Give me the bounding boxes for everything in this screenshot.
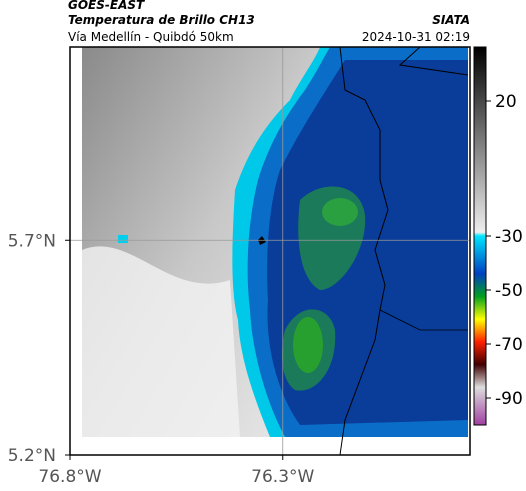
timestamp: 2024-10-31 02:19	[362, 30, 470, 44]
subtitle: Temperatura de Brillo CH13	[68, 13, 255, 27]
x-tick-label: 76.8°W	[38, 467, 101, 487]
source: SIATA	[432, 13, 470, 27]
y-tick-label: 5.7°N	[8, 231, 56, 251]
y-tick-label: 5.2°N	[8, 446, 56, 466]
colorbar-tick-label: -90	[495, 389, 523, 409]
colorbar-tick-label: -70	[495, 335, 523, 355]
colorbar	[473, 46, 487, 426]
colorbar-tick-label: -30	[495, 227, 523, 247]
satellite-image	[70, 47, 470, 455]
title: GOES-EAST	[68, 0, 145, 12]
map-frame	[69, 46, 471, 456]
colorbar-tick-label: 20	[495, 92, 517, 112]
x-tick-label: 76.3°W	[251, 467, 314, 487]
colorbar-tick-label: -50	[495, 281, 523, 301]
route: Vía Medellín - Quibdó 50km	[68, 30, 234, 44]
